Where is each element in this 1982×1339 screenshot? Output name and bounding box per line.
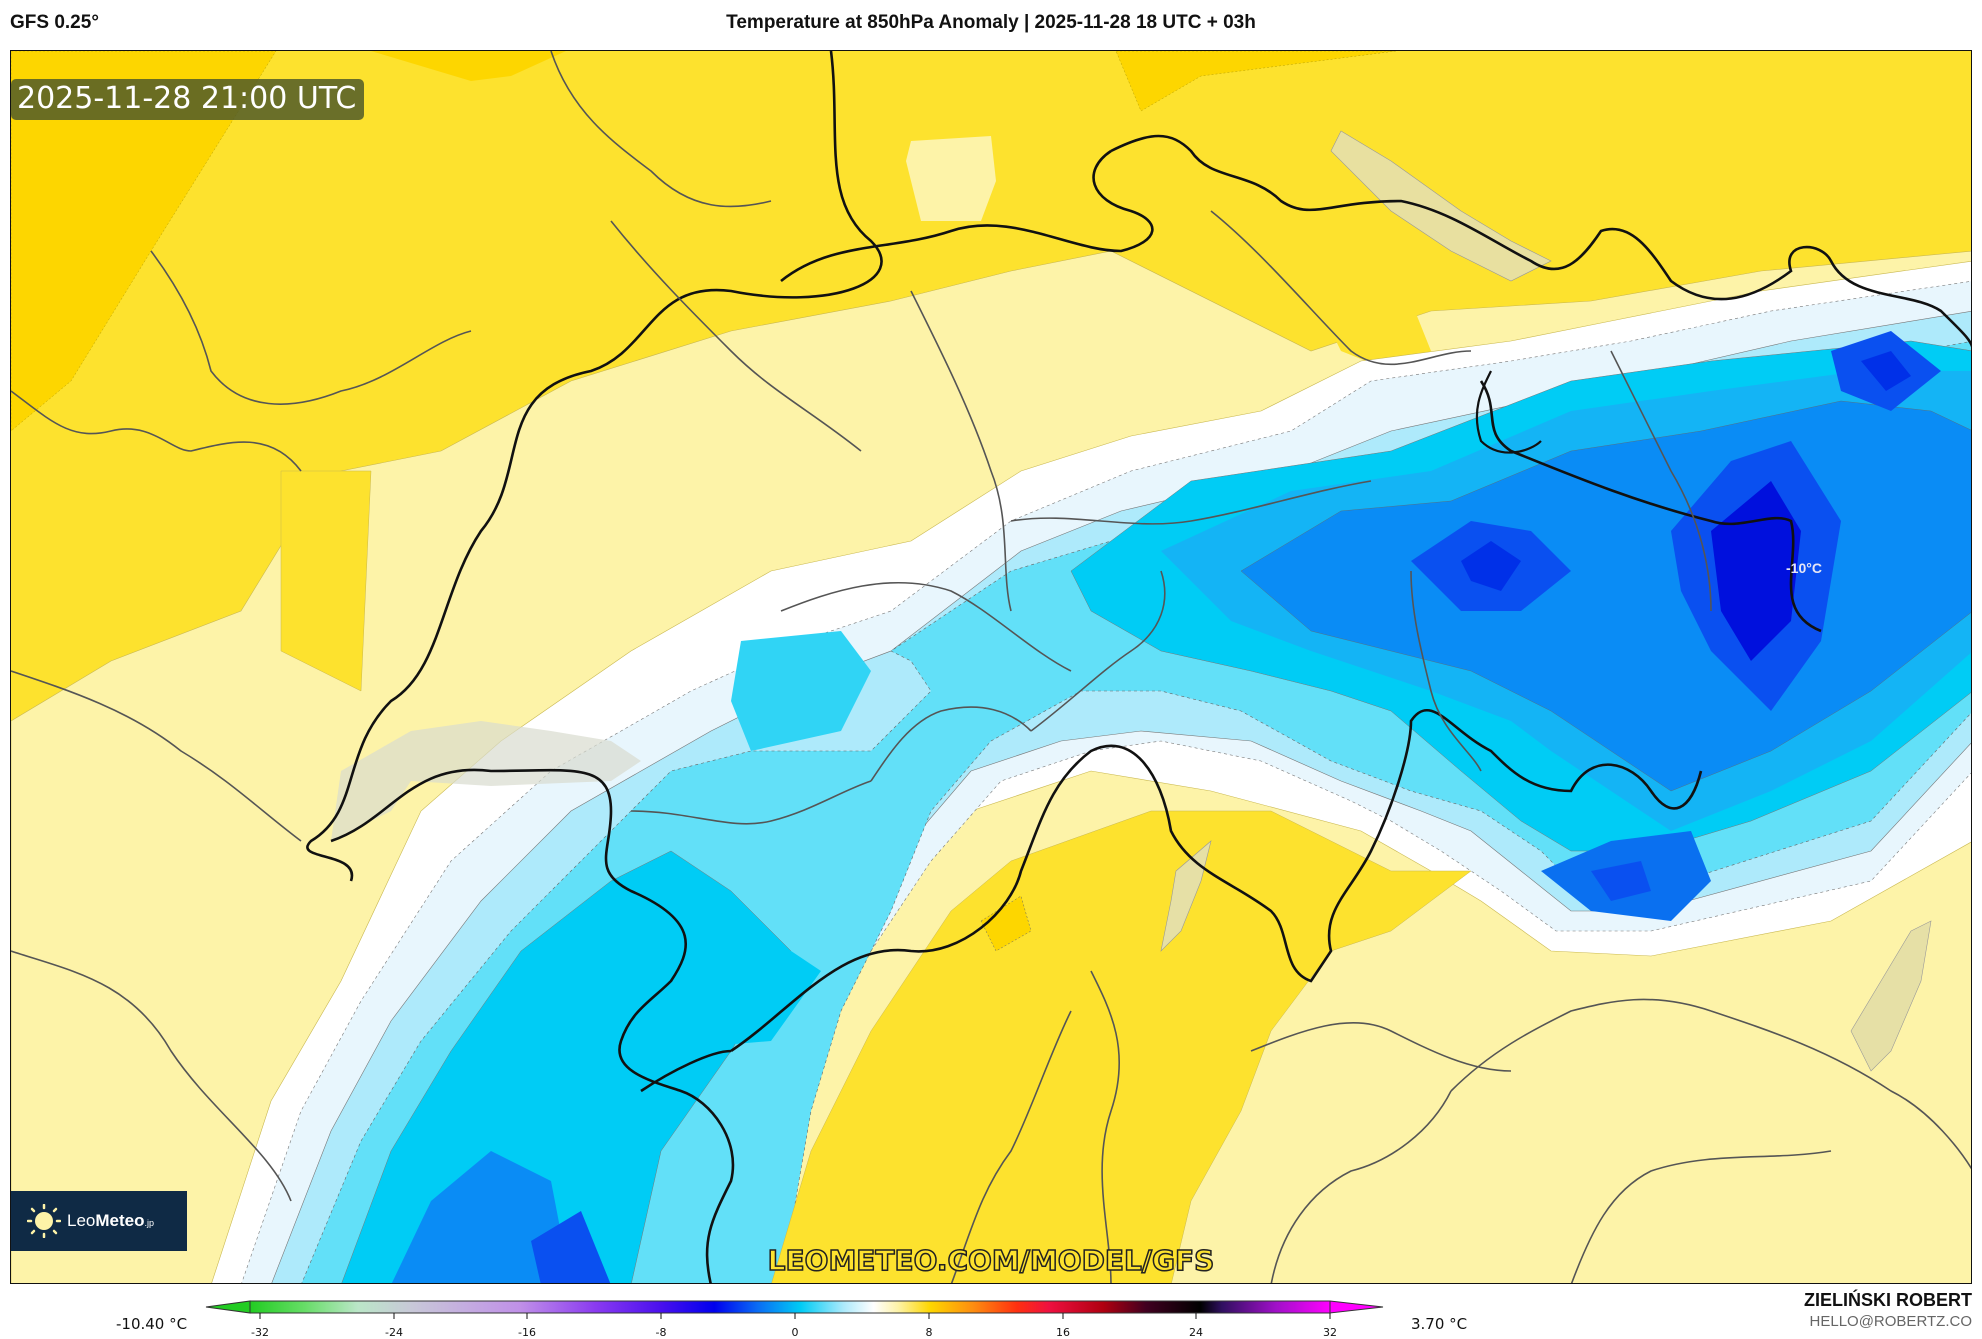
colorbar — [205, 1300, 1384, 1319]
colorbar-tick: 8 — [925, 1326, 933, 1339]
min-annotation: -10°C — [1786, 560, 1822, 576]
author-credit: ZIELIŃSKI ROBERT HELLO@ROBERTZ.CO — [1804, 1290, 1972, 1330]
colorbar-tick: -8 — [655, 1326, 667, 1339]
watermark-link: LEOMETEO.COM/MODEL/GFS — [767, 1243, 1215, 1278]
author-name: ZIELIŃSKI ROBERT — [1803, 1290, 1972, 1310]
colorbar-tick: 0 — [791, 1326, 799, 1339]
colorbar-max-label: 3.70 °C — [1411, 1315, 1468, 1333]
colorbar-tick: 24 — [1189, 1326, 1203, 1339]
colorbar-tick: -24 — [385, 1326, 403, 1339]
map-panel: -10°C 2025-11-28 21:00 UTC LeoMeteo.jp — [10, 50, 1972, 1284]
valid-time-badge: 2025-11-28 21:00 UTC — [11, 79, 365, 120]
colorbar-tick: -32 — [251, 1326, 269, 1339]
logo-wordmark: LeoMeteo.jp — [67, 1211, 155, 1230]
sun-icon — [27, 1204, 61, 1238]
colorbar-min-label: -10.40 °C — [116, 1315, 188, 1333]
leometeo-logo[interactable]: LeoMeteo.jp — [11, 1191, 187, 1251]
model-label: GFS 0.25° — [10, 12, 99, 33]
chart-title: Temperature at 850hPa Anomaly | 2025-11-… — [726, 12, 1256, 33]
colorbar-tick: 16 — [1056, 1326, 1070, 1339]
colorbar-tick: -16 — [518, 1326, 536, 1339]
colorbar-tick: 32 — [1323, 1326, 1337, 1339]
author-email: HELLO@ROBERTZ.CO — [1809, 1313, 1972, 1330]
anomaly-field: -10°C — [11, 51, 1971, 1283]
